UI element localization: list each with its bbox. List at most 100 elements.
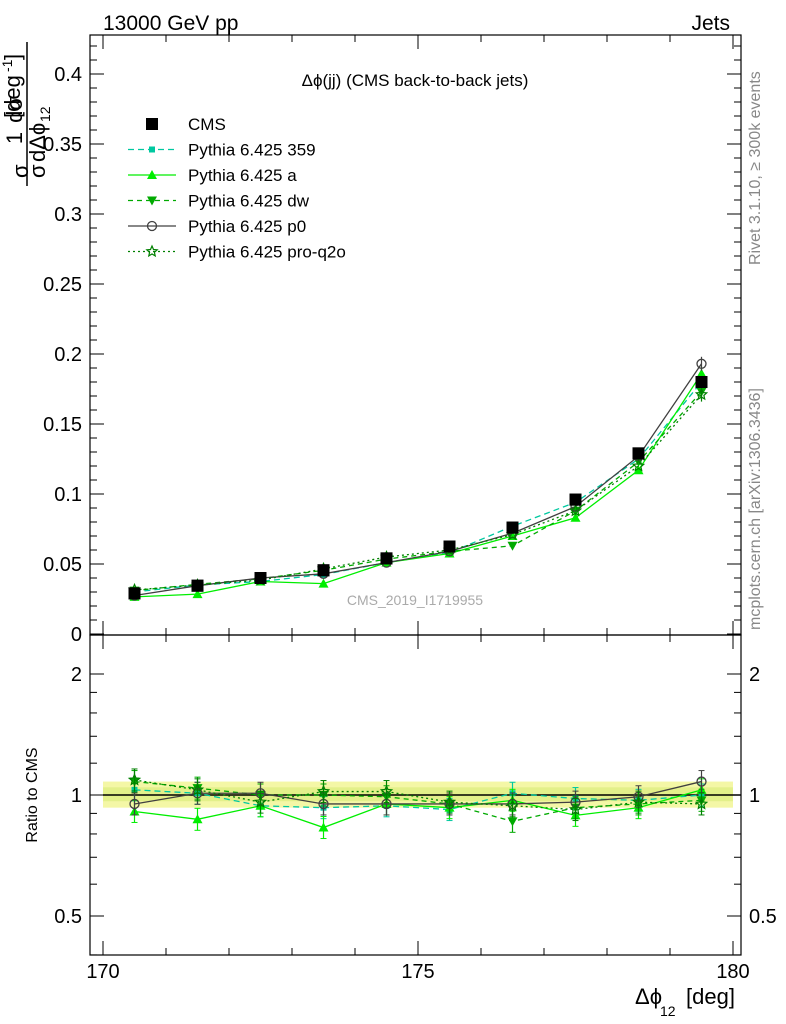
ratio-tick-label: 2	[71, 664, 82, 686]
legend-marker	[145, 244, 159, 258]
legend-marker	[147, 170, 157, 179]
svg-text:Δϕ: Δϕ	[635, 984, 662, 1009]
legend-entry: Pythia 6.425 359	[128, 141, 316, 160]
data-markers	[128, 376, 708, 600]
ratio-tick-label-right: 2	[749, 664, 760, 686]
ratio-series-lines	[127, 768, 709, 840]
main-panel: 0 0.05 0.1 0.15 0.2 0.25 0.3 0.35 0.4 Δϕ(jj) (CM…	[43, 34, 742, 646]
mc-point	[694, 387, 709, 401]
svg-text:1: 1	[2, 132, 27, 144]
ratio-line	[134, 789, 702, 829]
rivet-version-label: Rivet 3.1.10, ≥ 300k events	[747, 71, 764, 265]
legend-entry: Pythia 6.425 dw	[128, 192, 310, 211]
legend: CMS Pythia 6.425 359 Pythia 6.425 a Pythia …	[128, 115, 346, 262]
cms-data-point	[254, 572, 267, 584]
legend-label: Pythia 6.425 dw	[188, 192, 310, 211]
legend-marker	[146, 118, 158, 130]
mc-point	[631, 458, 646, 472]
plot-title: Δϕ(jj) (CMS back-to-back jets)	[302, 71, 529, 90]
mc-point	[192, 589, 203, 599]
series-line	[134, 373, 703, 598]
cms-data-point	[380, 552, 393, 565]
cms-data-point	[128, 587, 141, 600]
main-y-axis: 0 0.05 0.1 0.15 0.2 0.25 0.3 0.35 0.4	[43, 45, 741, 646]
mc-point	[568, 503, 583, 517]
mc-point	[696, 368, 707, 378]
legend-entry: Pythia 6.425 pro-q2o	[128, 243, 346, 262]
ratio-point	[129, 798, 140, 810]
x-tick-label: 170	[86, 961, 119, 983]
ratio-point	[631, 795, 646, 808]
legend-entry: Pythia 6.425 a	[128, 166, 297, 185]
ratio-line	[134, 780, 702, 805]
ratio-point	[253, 795, 268, 808]
header-process: Jets	[691, 12, 730, 35]
analysis-watermark: CMS_2019_I1719955	[347, 592, 483, 608]
ratio-point	[190, 782, 205, 796]
legend-label: Pythia 6.425 359	[188, 141, 316, 160]
mc-point	[507, 541, 518, 551]
legend-label: Pythia 6.425 p0	[188, 217, 306, 236]
series-line	[134, 394, 702, 591]
y-tick-label: 0	[71, 624, 82, 646]
cms-data-point	[695, 376, 708, 388]
ratio-y-axis-label: Ratio to CMS	[24, 747, 41, 842]
y-tick-label: 0.1	[54, 484, 82, 506]
ratio-point	[318, 822, 329, 832]
y-tick-label: 0.2	[54, 344, 82, 366]
svg-text:[deg]: [deg]	[686, 984, 735, 1009]
ratio-point	[127, 772, 142, 786]
legend-label: CMS	[188, 115, 226, 134]
y-tick-label: 0.05	[43, 554, 82, 576]
svg-text:dσ: dσ	[2, 97, 27, 123]
mc-point	[570, 512, 581, 522]
legend-entry: CMS	[146, 115, 226, 134]
y-tick-label: 0.3	[54, 204, 82, 226]
mc-point	[696, 358, 707, 369]
svg-text:12: 12	[660, 1003, 676, 1019]
legend-marker	[149, 146, 155, 153]
y-tick-label: 0.4	[54, 64, 82, 86]
ratio-point	[507, 817, 518, 827]
series-line	[134, 363, 703, 597]
svg-text:dΔϕ: dΔϕ	[25, 123, 50, 162]
ratio-line	[134, 789, 702, 811]
y-tick-label: 0.15	[43, 414, 82, 436]
ratio-line	[134, 779, 702, 811]
svg-text:-1: -1	[0, 59, 15, 72]
cms-data-point	[506, 521, 519, 534]
ratio-tick-label: 1	[71, 785, 82, 807]
series-line	[134, 391, 702, 592]
ratio-point	[568, 802, 583, 816]
x-tick-label: 180	[716, 961, 749, 983]
ratio-point	[379, 784, 394, 798]
mcplots-label: mcplots.cern.ch [arXiv:1306.3436]	[747, 388, 764, 630]
x-axis: 170 175 180	[86, 35, 750, 983]
cms-data-point	[191, 579, 204, 592]
legend-label: Pythia 6.425 a	[188, 166, 297, 185]
ratio-y-axis: 0.5 0.5 1 1 2 2	[54, 664, 777, 956]
mc-point	[318, 578, 329, 588]
legend-label: Pythia 6.425 pro-q2o	[188, 243, 346, 262]
ratio-point	[696, 776, 707, 787]
ratio-point	[694, 796, 709, 810]
legend-marker	[146, 220, 158, 232]
mc-point	[633, 465, 644, 475]
ratio-point	[442, 795, 457, 808]
ratio-point	[192, 814, 203, 824]
svg-text:σ: σ	[25, 164, 50, 178]
mc-series-lines	[127, 356, 709, 601]
svg-text:[deg: [deg	[0, 75, 25, 118]
cms-data-point	[443, 540, 456, 553]
svg-text:]: ]	[0, 54, 25, 60]
main-y-axis-label: σ 1 dσ σ dΔϕ 12 [deg -1 ]	[0, 42, 53, 186]
y-tick-label: 0.25	[43, 274, 82, 296]
ratio-tick-label-right: 1	[749, 785, 760, 807]
x-tick-label: 175	[401, 961, 434, 983]
ratio-tick-label-right: 0.5	[749, 906, 777, 928]
legend-entry: Pythia 6.425 p0	[128, 217, 306, 236]
ratio-point	[505, 798, 520, 812]
cms-data-point	[632, 447, 645, 460]
header-collision: 13000 GeV pp	[103, 12, 238, 35]
